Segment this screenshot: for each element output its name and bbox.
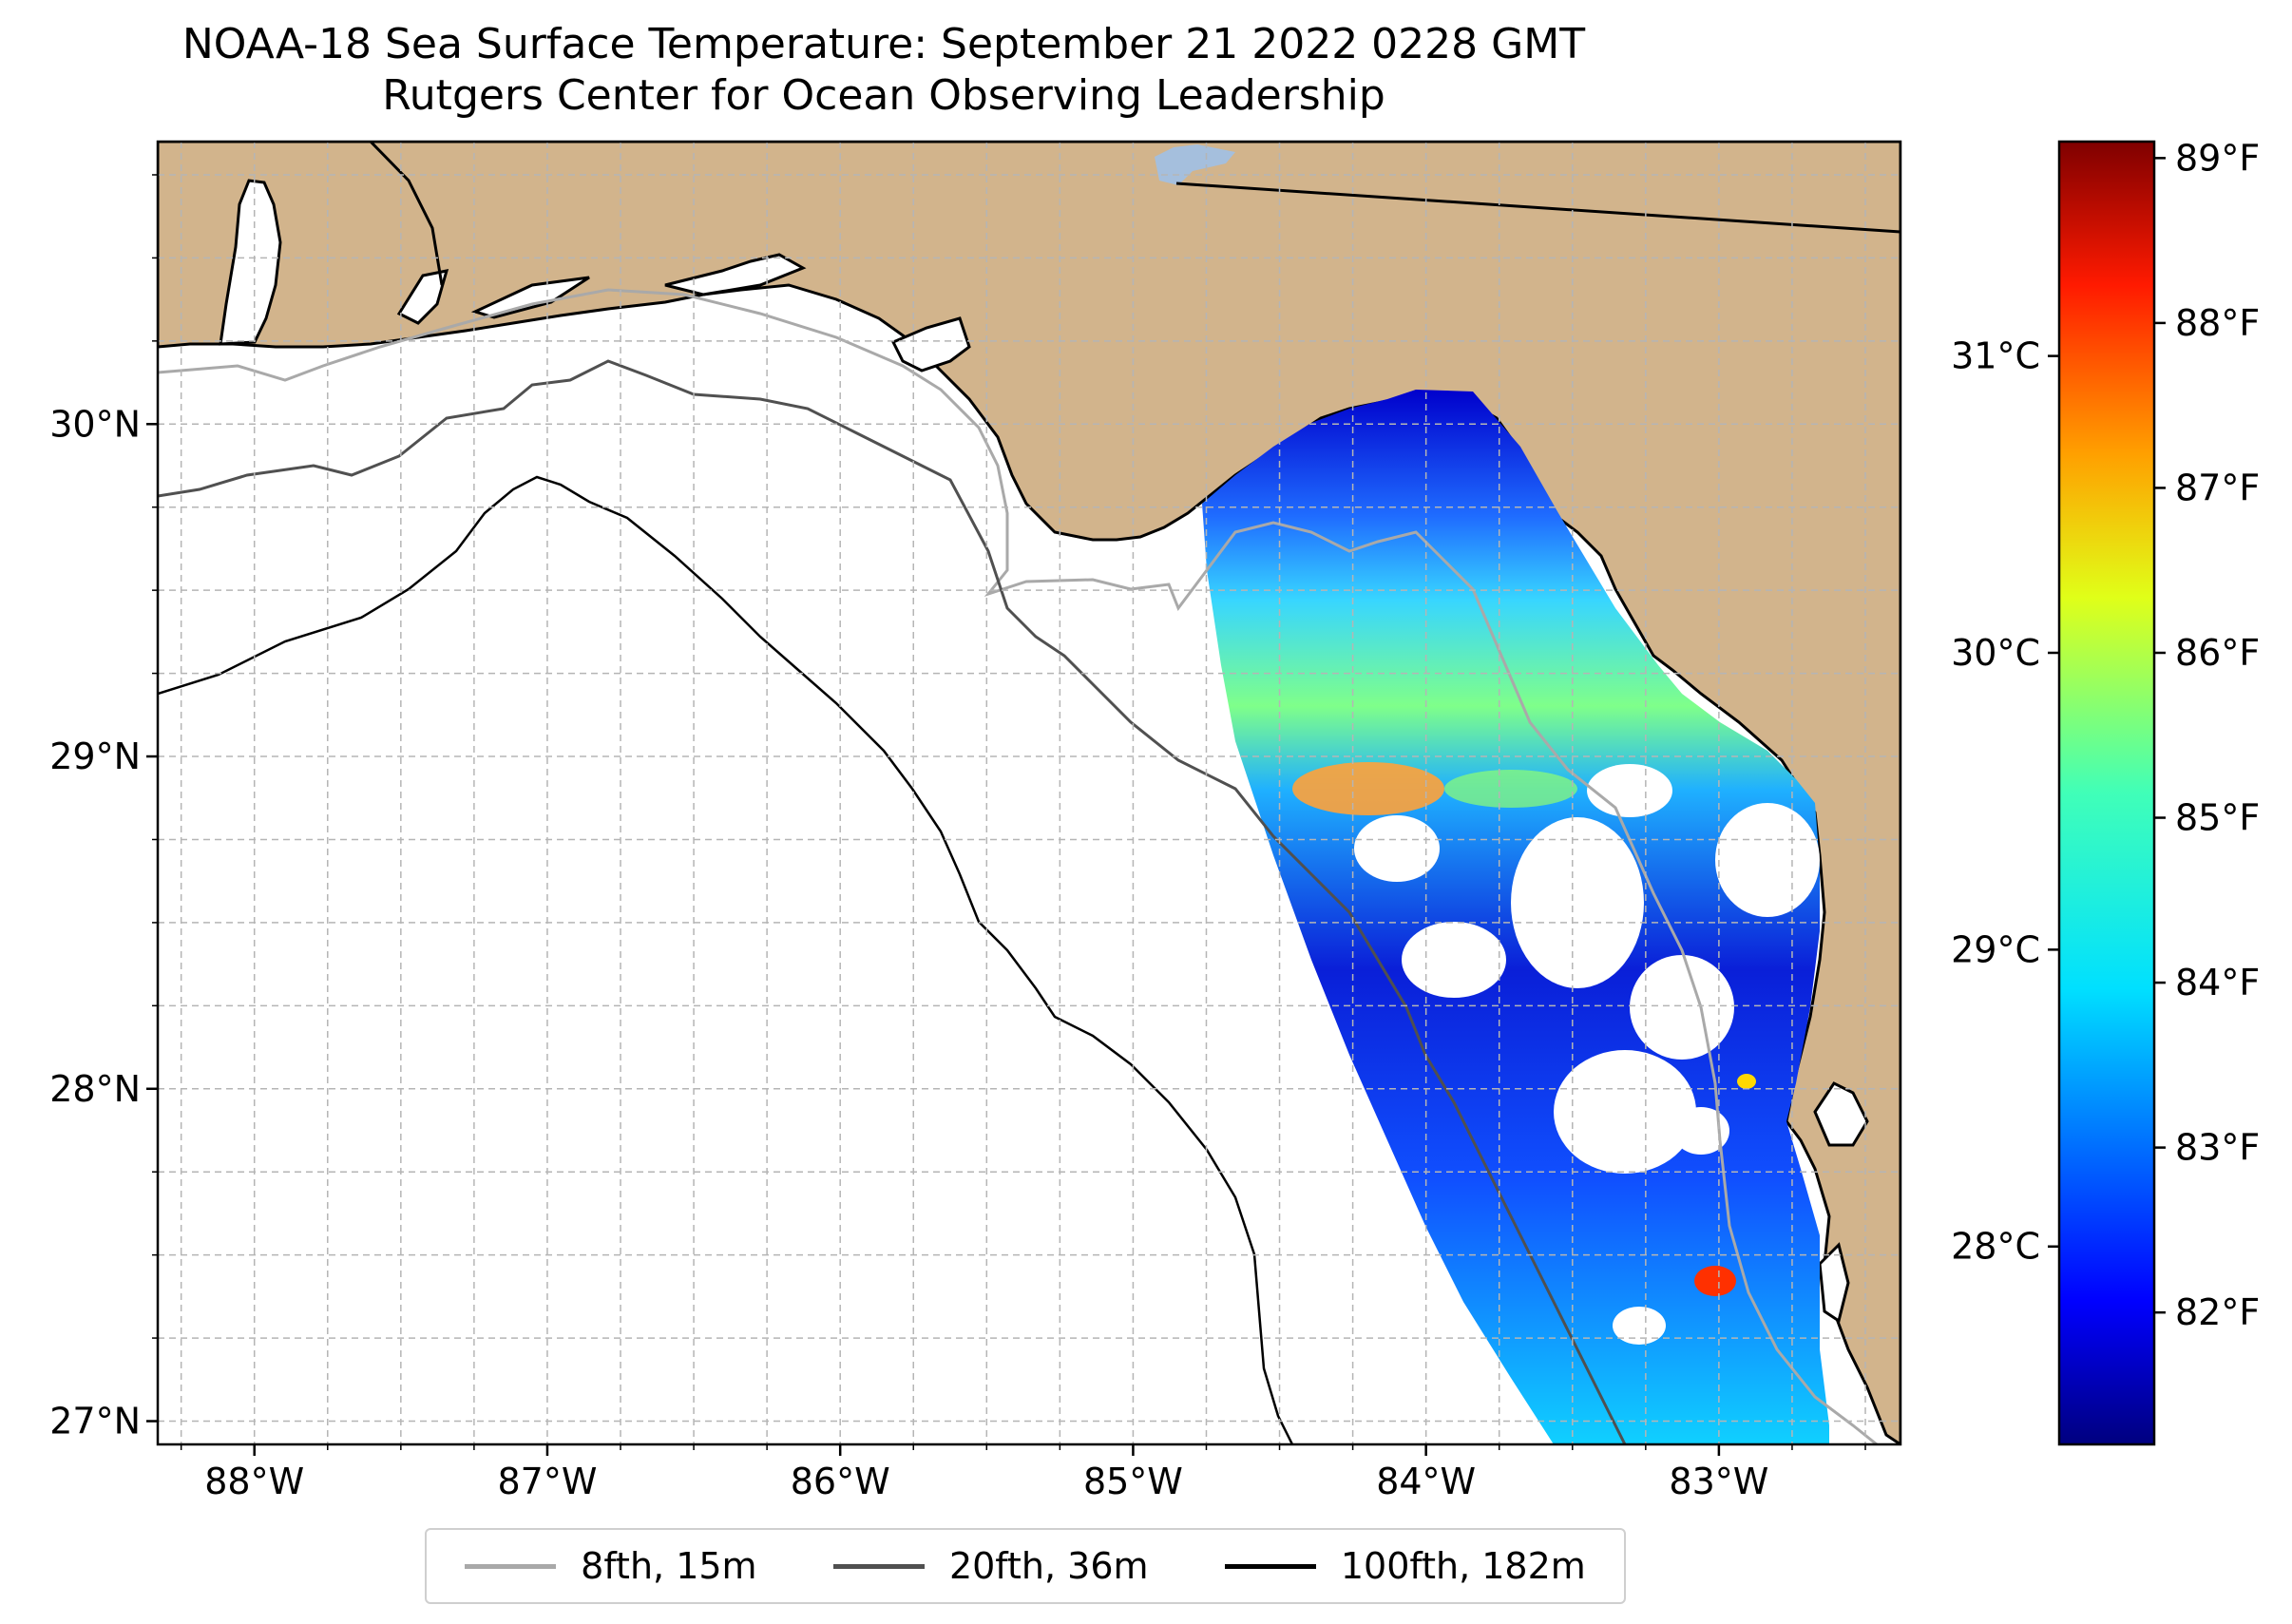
sst-hotspot-2: [1737, 1074, 1756, 1089]
legend-swatch-100fth: [1224, 1563, 1316, 1569]
colorbar-c-label: 30°C: [1951, 632, 2040, 674]
y-tick-label: 29°N: [49, 736, 141, 777]
grid: [158, 142, 1900, 1444]
legend-item-100fth: 100fth, 182m: [1224, 1545, 1586, 1587]
x-tick-label: 84°W: [1376, 1461, 1476, 1502]
y-axis: 27°N 28°N 29°N 30°N: [49, 174, 158, 1442]
map-subtitle: Rutgers Center for Ocean Observing Leade…: [382, 71, 1385, 120]
colorbar-f-label: 84°F: [2175, 962, 2260, 1003]
x-tick-label: 87°W: [497, 1461, 597, 1502]
state-border: [1175, 182, 1900, 234]
x-axis: 88°W 87°W 86°W 85°W 84°W 83°W: [180, 1444, 1866, 1502]
contour-100fth: [158, 475, 1294, 1444]
colorbar-fahrenheit-axis: 82°F 83°F 84°F 85°F 86°F 87°F 88°F 89°F: [2154, 137, 2260, 1333]
cloud-mask: [1354, 764, 1820, 1345]
legend-label-8fth: 8fth, 15m: [581, 1545, 757, 1587]
contour-20fth: [158, 359, 1627, 1444]
colorbar-celsius-axis: 28°C 29°C 30°C 31°C: [1951, 335, 2059, 1268]
legend-label-20fth: 20fth, 36m: [948, 1545, 1149, 1587]
map-title: NOAA-18 Sea Surface Temperature: Septemb…: [181, 20, 1586, 68]
legend-label-100fth: 100fth, 182m: [1340, 1545, 1586, 1587]
colorbar-f-label: 89°F: [2175, 137, 2260, 179]
y-tick-label: 30°N: [49, 403, 141, 445]
charlotte-harbor: [1818, 1242, 1850, 1324]
state-border-west: [369, 142, 444, 286]
mobile-bay: [219, 179, 282, 346]
colorbar-c-label: 29°C: [1951, 928, 2040, 970]
colorbar-c-label: 31°C: [1951, 335, 2040, 377]
colorbar-f-label: 86°F: [2175, 632, 2260, 674]
x-tick-label: 86°W: [791, 1461, 890, 1502]
legend: 8fth, 15m 20fth, 36m 100fth, 182m: [425, 1528, 1626, 1604]
colorbar-f-label: 83°F: [2175, 1127, 2260, 1169]
sst-warm-patch: [1292, 762, 1444, 815]
legend-item-8fth: 8fth, 15m: [465, 1545, 757, 1587]
st-andrew-bay: [664, 253, 807, 296]
legend-swatch-8fth: [465, 1563, 557, 1569]
map-area: [158, 142, 1900, 1444]
colorbar-f-label: 85°F: [2175, 797, 2260, 839]
x-tick-label: 85°W: [1083, 1461, 1183, 1502]
tampa-bay: [1813, 1081, 1869, 1147]
apalachicola-bay: [890, 316, 971, 373]
map-frame: [156, 140, 1902, 1446]
colorbar-f-label: 88°F: [2175, 302, 2260, 344]
legend-item-20fth: 20fth, 36m: [832, 1545, 1149, 1587]
colorbar-f-label: 82°F: [2175, 1291, 2260, 1333]
x-tick-label: 88°W: [204, 1461, 304, 1502]
sst-warm-patch-2: [1444, 770, 1577, 808]
colorbar: [2057, 140, 2156, 1446]
x-tick-label: 83°W: [1669, 1461, 1768, 1502]
pensacola-bay: [396, 269, 449, 325]
sst-hotspot: [1694, 1266, 1736, 1296]
colorbar-c-label: 28°C: [1951, 1226, 2040, 1268]
colorbar-f-label: 87°F: [2175, 467, 2260, 508]
y-tick-label: 27°N: [49, 1401, 141, 1442]
legend-swatch-20fth: [832, 1563, 925, 1569]
y-tick-label: 28°N: [49, 1068, 141, 1110]
